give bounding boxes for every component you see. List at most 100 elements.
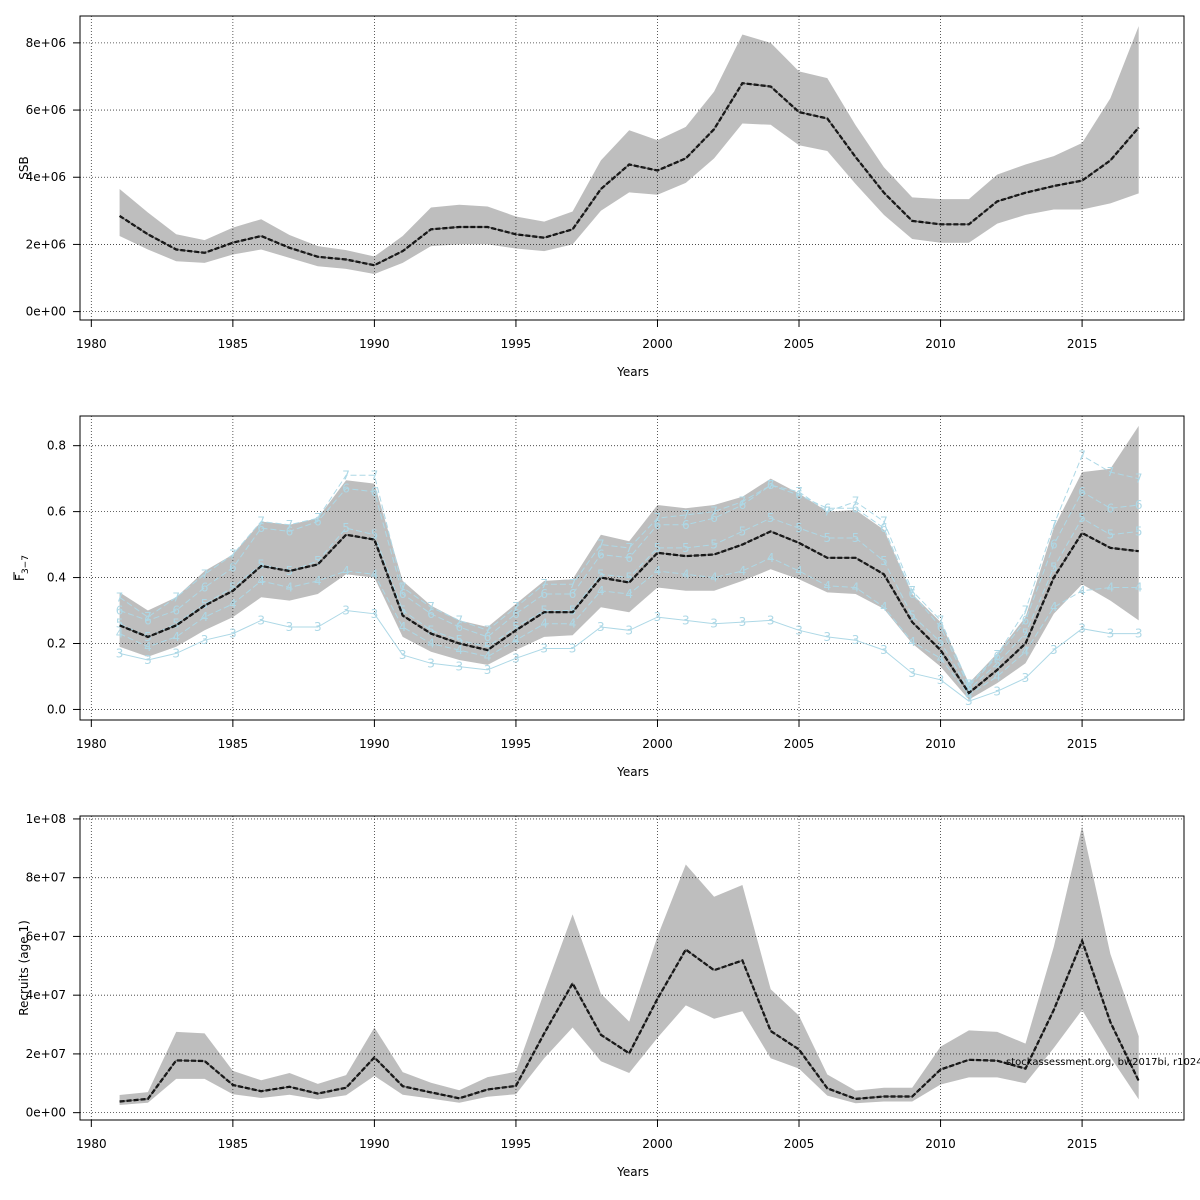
age-marker-3: 3 bbox=[399, 648, 407, 662]
age-marker-7: 7 bbox=[654, 511, 662, 525]
age-marker-5: 5 bbox=[1135, 524, 1143, 538]
age-marker-3: 3 bbox=[993, 684, 1001, 698]
age-marker-4: 4 bbox=[116, 627, 124, 641]
age-marker-6: 6 bbox=[937, 620, 945, 634]
age-marker-5: 5 bbox=[512, 620, 520, 634]
age-marker-7: 7 bbox=[965, 678, 973, 692]
age-marker-6: 6 bbox=[1107, 501, 1115, 515]
x-tick-label: 2010 bbox=[925, 1137, 956, 1151]
x-tick-label: 1990 bbox=[359, 337, 390, 351]
age-marker-7: 7 bbox=[456, 613, 464, 627]
age-marker-4: 4 bbox=[569, 617, 577, 631]
age-marker-4: 4 bbox=[427, 637, 435, 651]
age-marker-7: 7 bbox=[371, 468, 379, 482]
age-marker-7: 7 bbox=[710, 505, 718, 519]
x-tick-label: 2000 bbox=[642, 337, 673, 351]
age-marker-6: 6 bbox=[1135, 498, 1143, 512]
age-marker-5: 5 bbox=[824, 531, 832, 545]
age-marker-4: 4 bbox=[965, 688, 973, 702]
y-tick-label: 6e+06 bbox=[26, 103, 66, 117]
age-marker-7: 7 bbox=[1135, 472, 1143, 486]
y-tick-label: 4e+07 bbox=[26, 988, 66, 1002]
age-marker-7: 7 bbox=[399, 580, 407, 594]
age-marker-6: 6 bbox=[540, 587, 548, 601]
age-marker-7: 7 bbox=[1022, 604, 1030, 618]
age-marker-4: 4 bbox=[710, 571, 718, 585]
y-tick-label: 0.0 bbox=[47, 702, 66, 716]
age-marker-7: 7 bbox=[767, 478, 775, 492]
age-marker-5: 5 bbox=[682, 541, 690, 555]
age-marker-3: 3 bbox=[144, 653, 152, 667]
age-marker-4: 4 bbox=[852, 580, 860, 594]
age-marker-6: 6 bbox=[739, 498, 747, 512]
age-marker-6: 6 bbox=[144, 613, 152, 627]
age-marker-7: 7 bbox=[597, 538, 605, 552]
y-tick-label: 0e+00 bbox=[26, 305, 66, 319]
age-marker-4: 4 bbox=[540, 617, 548, 631]
age-marker-7: 7 bbox=[1078, 449, 1086, 463]
age-marker-3: 3 bbox=[1050, 643, 1058, 657]
age-marker-3: 3 bbox=[937, 673, 945, 687]
y-tick-label: 0.2 bbox=[47, 637, 66, 651]
age-marker-6: 6 bbox=[880, 521, 888, 535]
age-marker-6: 6 bbox=[625, 551, 633, 565]
age-marker-7: 7 bbox=[795, 485, 803, 499]
x-tick-label: 2000 bbox=[642, 737, 673, 751]
x-tick-label: 1990 bbox=[359, 1137, 390, 1151]
x-tick-label: 2015 bbox=[1067, 1137, 1098, 1151]
age-marker-4: 4 bbox=[597, 584, 605, 598]
age-marker-7: 7 bbox=[625, 541, 633, 555]
age-marker-5: 5 bbox=[342, 521, 350, 535]
y-tick-label: 4e+06 bbox=[26, 170, 66, 184]
age-marker-3: 3 bbox=[484, 663, 492, 677]
age-marker-3: 3 bbox=[257, 613, 265, 627]
y-tick-label: 6e+07 bbox=[26, 929, 66, 943]
plot-frame bbox=[79, 15, 1185, 321]
y-tick-label: 0.4 bbox=[47, 571, 66, 585]
age-marker-4: 4 bbox=[342, 564, 350, 578]
age-marker-5: 5 bbox=[1022, 627, 1030, 641]
age-marker-7: 7 bbox=[908, 584, 916, 598]
age-marker-3: 3 bbox=[540, 641, 548, 655]
age-marker-3: 3 bbox=[569, 641, 577, 655]
age-marker-4: 4 bbox=[144, 640, 152, 654]
age-marker-5: 5 bbox=[484, 640, 492, 654]
age-marker-6: 6 bbox=[852, 501, 860, 515]
confidence-band bbox=[119, 26, 1139, 274]
estimate-line-core bbox=[119, 939, 1140, 1103]
age-marker-5: 5 bbox=[852, 531, 860, 545]
y-axis-title: Recruits (age 1) bbox=[17, 920, 31, 1016]
x-axis-title: Years bbox=[616, 365, 649, 379]
age-marker-3: 3 bbox=[852, 633, 860, 647]
x-tick-label: 2010 bbox=[925, 337, 956, 351]
age-marker-7: 7 bbox=[257, 515, 265, 529]
age-marker-7: 7 bbox=[484, 623, 492, 637]
age-marker-4: 4 bbox=[1107, 580, 1115, 594]
age-marker-3: 3 bbox=[597, 620, 605, 634]
age-marker-4: 4 bbox=[399, 620, 407, 634]
age-marker-5: 5 bbox=[908, 608, 916, 622]
age-marker-7: 7 bbox=[569, 577, 577, 591]
age-marker-5: 5 bbox=[399, 604, 407, 618]
age-marker-4: 4 bbox=[908, 635, 916, 649]
age-marker-7: 7 bbox=[314, 511, 322, 525]
age-marker-3: 3 bbox=[795, 623, 803, 637]
age-marker-6: 6 bbox=[908, 587, 916, 601]
age-marker-6: 6 bbox=[229, 561, 237, 575]
age-marker-3: 3 bbox=[1107, 627, 1115, 641]
age-marker-6: 6 bbox=[1078, 485, 1086, 499]
x-tick-label: 2005 bbox=[784, 337, 815, 351]
age-marker-4: 4 bbox=[229, 597, 237, 611]
x-tick-label: 1995 bbox=[501, 737, 532, 751]
age-marker-5: 5 bbox=[880, 554, 888, 568]
plot-frame bbox=[79, 815, 1185, 1121]
age-marker-4: 4 bbox=[1078, 584, 1086, 598]
age-marker-6: 6 bbox=[286, 524, 294, 538]
age-marker-7: 7 bbox=[993, 648, 1001, 662]
age-marker-5: 5 bbox=[739, 524, 747, 538]
age-marker-6: 6 bbox=[965, 679, 973, 693]
age-marker-6: 6 bbox=[342, 482, 350, 496]
age-marker-3: 3 bbox=[229, 627, 237, 641]
age-marker-5: 5 bbox=[201, 597, 209, 611]
